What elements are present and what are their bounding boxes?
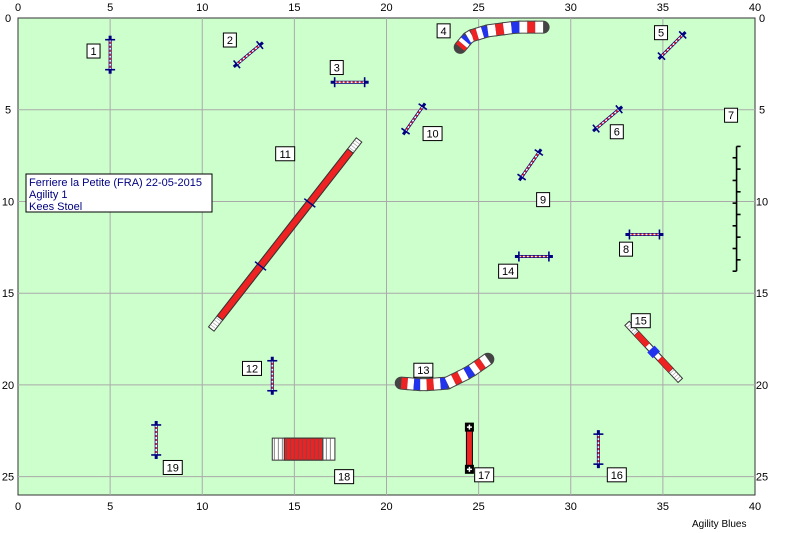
svg-text:19: 19: [167, 462, 179, 474]
jump-16[interactable]: [593, 430, 604, 469]
weave-poles-7[interactable]: [732, 145, 741, 272]
svg-text:4: 4: [441, 26, 447, 38]
y-tick-left: 5: [5, 105, 11, 117]
info-line-event: Ferriere la Petite (FRA) 22-05-2015: [29, 177, 202, 189]
svg-text:9: 9: [540, 195, 546, 207]
obstacle-label-4: 4: [436, 23, 451, 39]
obstacle-label-9: 9: [536, 192, 551, 208]
svg-text:15: 15: [635, 316, 647, 328]
info-line-class: Agility 1: [29, 189, 68, 201]
jump-8[interactable]: [625, 229, 664, 240]
x-tick-top: 30: [565, 2, 577, 14]
y-tick-left: 10: [2, 196, 14, 208]
obstacle-label-15: 15: [630, 313, 651, 329]
x-tick-top: 20: [380, 2, 392, 14]
svg-text:13: 13: [417, 365, 429, 377]
x-tick-bottom: 30: [565, 501, 577, 513]
obstacle-label-11: 11: [275, 146, 296, 162]
svg-text:12: 12: [246, 363, 258, 375]
x-tick-top: 5: [107, 2, 113, 14]
jump-6[interactable]: [590, 103, 626, 135]
x-tick-top: 25: [473, 2, 485, 14]
y-tick-right: 25: [756, 472, 768, 484]
jump-12[interactable]: [267, 356, 278, 395]
obstacle-label-16: 16: [606, 467, 627, 483]
y-tick-left: 20: [2, 380, 14, 392]
obstacle-label-10: 10: [422, 126, 443, 142]
x-tick-bottom: 40: [749, 501, 761, 513]
jump-5[interactable]: [655, 29, 689, 63]
credit-text: Agility Blues: [692, 519, 746, 530]
obstacle-label-2: 2: [222, 32, 237, 48]
wall-18[interactable]: [271, 437, 336, 461]
svg-text:18: 18: [338, 472, 350, 484]
svg-text:10: 10: [426, 129, 438, 141]
svg-text:8: 8: [623, 244, 629, 256]
svg-text:3: 3: [334, 63, 340, 75]
obstacle-label-1: 1: [86, 43, 101, 59]
x-tick-top: 15: [288, 2, 300, 14]
x-tick-bottom: 15: [288, 501, 300, 513]
y-tick-right: 15: [756, 288, 768, 300]
obstacle-label-13: 13: [413, 362, 434, 378]
jump-19[interactable]: [151, 420, 162, 459]
svg-text:1: 1: [90, 46, 96, 58]
jump-1[interactable]: [105, 35, 116, 74]
jump-3[interactable]: [330, 77, 369, 88]
x-tick-top: 40: [749, 2, 761, 14]
obstacle-label-8: 8: [619, 241, 634, 257]
y-tick-right: 0: [759, 13, 765, 25]
jump-2[interactable]: [231, 39, 267, 71]
y-tick-right: 20: [756, 380, 768, 392]
jump-9[interactable]: [515, 146, 545, 183]
obstacle-label-19: 19: [162, 459, 183, 475]
jump-10[interactable]: [399, 100, 429, 137]
jump-14[interactable]: [514, 251, 553, 262]
svg-text:7: 7: [728, 110, 734, 122]
svg-text:5: 5: [658, 28, 664, 40]
x-tick-bottom: 20: [380, 501, 392, 513]
info-line-judge: Kees Stoel: [29, 201, 82, 213]
svg-text:17: 17: [478, 470, 490, 482]
svg-text:11: 11: [279, 149, 290, 161]
svg-text:6: 6: [614, 127, 620, 139]
obstacle-label-6: 6: [609, 124, 624, 140]
obstacle-label-18: 18: [334, 469, 355, 485]
x-tick-top: 0: [15, 2, 21, 14]
x-tick-bottom: 5: [107, 501, 113, 513]
tire-17[interactable]: [464, 422, 474, 474]
x-tick-bottom: 10: [196, 501, 208, 513]
obstacle-label-5: 5: [654, 25, 669, 41]
svg-text:2: 2: [227, 35, 233, 47]
dogwalk-11[interactable]: [206, 136, 365, 334]
x-tick-bottom: 0: [15, 501, 21, 513]
obstacle-label-7: 7: [724, 107, 739, 123]
obstacle-label-3: 3: [329, 60, 344, 76]
svg-text:16: 16: [611, 470, 623, 482]
x-tick-top: 35: [657, 2, 669, 14]
tunnel-4[interactable]: [453, 20, 550, 54]
x-tick-top: 10: [196, 2, 208, 14]
x-tick-bottom: 25: [473, 501, 485, 513]
seesaw-15[interactable]: [623, 320, 684, 384]
tunnel-13[interactable]: [394, 352, 495, 392]
obstacle-label-12: 12: [241, 360, 262, 376]
y-tick-right: 10: [756, 196, 768, 208]
svg-text:14: 14: [502, 266, 514, 278]
obstacle-label-17: 17: [474, 467, 495, 483]
y-tick-right: 5: [759, 105, 765, 117]
y-tick-left: 15: [2, 288, 14, 300]
y-tick-left: 0: [5, 13, 11, 25]
obstacle-label-14: 14: [498, 263, 519, 279]
y-tick-left: 25: [2, 472, 14, 484]
info-box: Ferriere la Petite (FRA) 22-05-2015 Agil…: [25, 173, 213, 213]
obstacles-layer: [105, 20, 741, 474]
x-tick-bottom: 35: [657, 501, 669, 513]
